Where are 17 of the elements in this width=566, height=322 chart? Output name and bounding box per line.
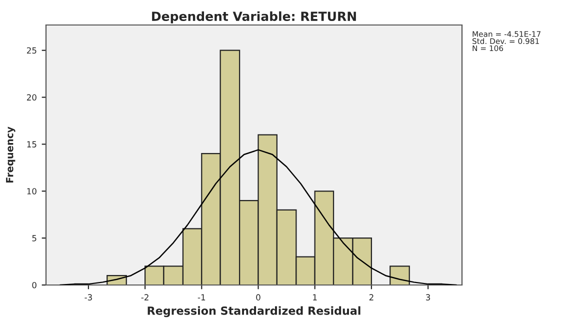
y-tick-label: 10 [27,188,36,194]
y-tick-label: 20 [26,94,36,101]
x-tick-label: -2 [141,294,148,300]
y-tick-label: 25 [26,47,36,54]
y-tick-label: 5 [32,235,36,242]
y-axis-title: Frequency [6,126,16,183]
x-tick-label: 2 [369,294,374,300]
x-tick-label: 0 [256,294,260,300]
y-tick-label: 15 [27,141,36,148]
chart-title: Dependent Variable: RETURN [152,11,356,24]
x-tick-label: 3 [426,294,430,300]
x-tick-label: -3 [84,294,92,300]
y-tick-label: 0 [32,282,36,288]
line-series [60,149,457,285]
x-tick-label: 1 [313,294,317,300]
x-axis-title: Regression Standardized Residual [148,306,360,318]
x-tick-label: -1 [198,294,206,300]
